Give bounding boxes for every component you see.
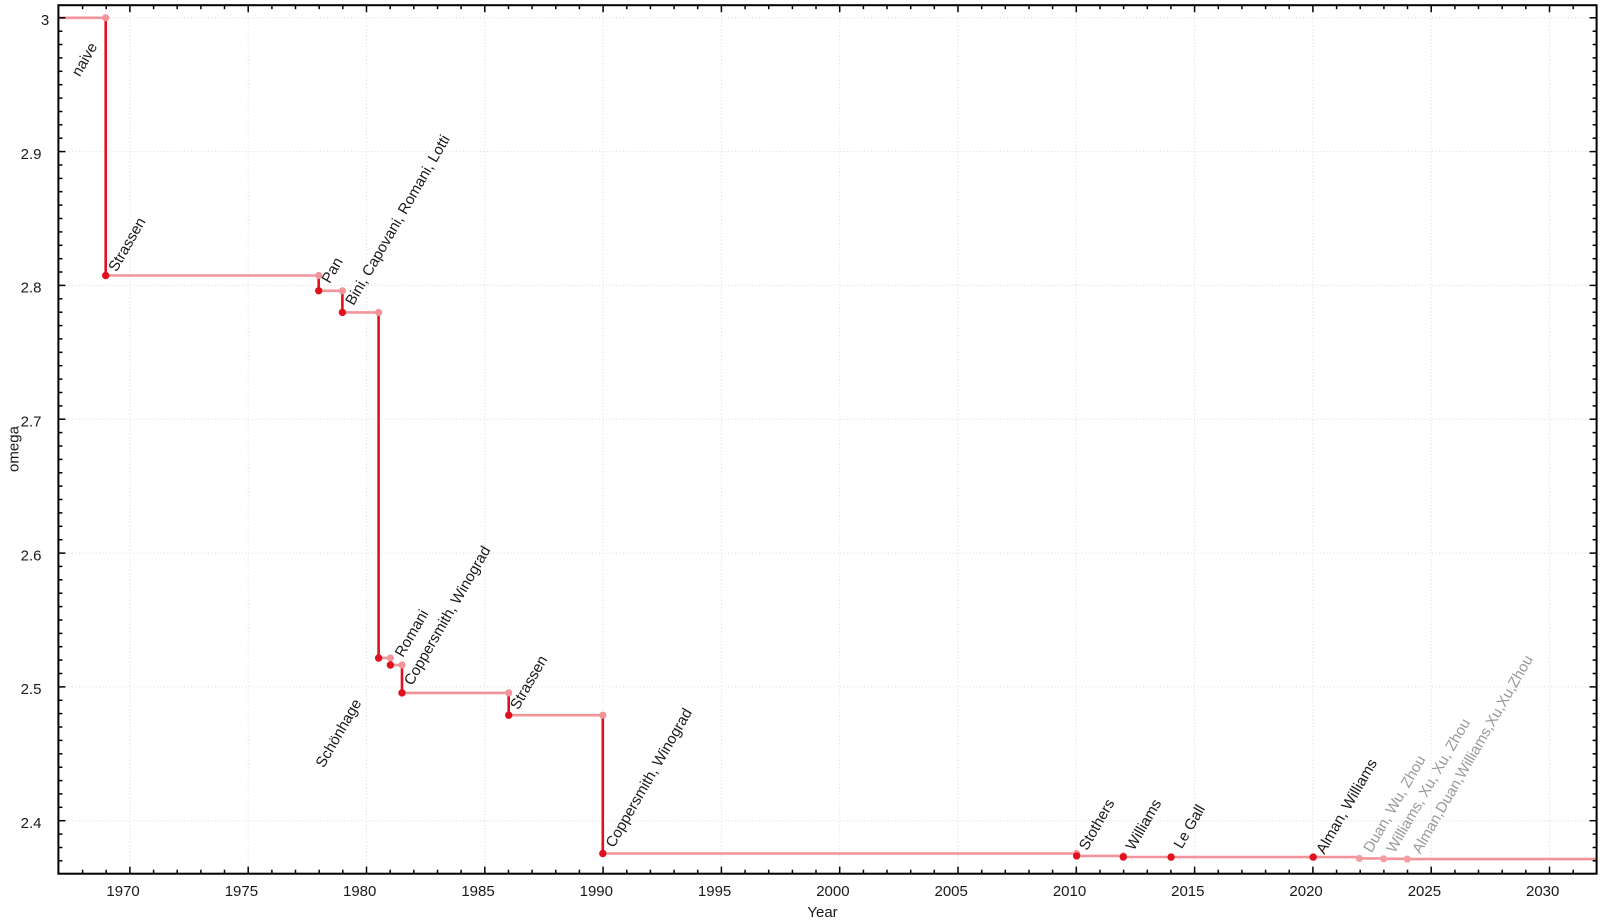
- svg-text:2025: 2025: [1408, 883, 1441, 900]
- svg-text:Schönhage: Schönhage: [313, 696, 366, 770]
- svg-text:Stothers: Stothers: [1076, 796, 1119, 853]
- svg-text:2.4: 2.4: [21, 815, 42, 832]
- svg-text:2.7: 2.7: [21, 414, 42, 431]
- svg-text:2.8: 2.8: [21, 280, 42, 297]
- svg-text:2000: 2000: [816, 883, 849, 900]
- svg-text:1975: 1975: [225, 883, 258, 900]
- svg-text:Alman,Duan,Williams,Xu,Xu,Zhou: Alman,Duan,Williams,Xu,Xu,Zhou: [1409, 652, 1537, 856]
- svg-text:Year: Year: [807, 904, 837, 920]
- svg-text:1995: 1995: [698, 883, 731, 900]
- svg-text:2005: 2005: [935, 883, 968, 900]
- svg-text:Bini, Capovani, Romani, Lotti: Bini, Capovani, Romani, Lotti: [342, 132, 453, 308]
- svg-text:Le Gall: Le Gall: [1170, 802, 1208, 852]
- svg-text:1970: 1970: [106, 883, 139, 900]
- svg-text:2030: 2030: [1526, 883, 1559, 900]
- svg-text:1980: 1980: [343, 883, 376, 900]
- svg-text:Coppersmith, Winograd: Coppersmith, Winograd: [602, 706, 696, 851]
- svg-text:2.5: 2.5: [21, 681, 42, 698]
- svg-text:2.9: 2.9: [21, 146, 42, 163]
- svg-text:omega: omega: [6, 425, 23, 472]
- svg-text:Williams: Williams: [1123, 796, 1166, 853]
- svg-text:1985: 1985: [461, 883, 494, 900]
- svg-text:3: 3: [41, 12, 49, 29]
- svg-text:Pan: Pan: [319, 255, 347, 287]
- svg-text:naive: naive: [69, 40, 102, 80]
- svg-text:2010: 2010: [1053, 883, 1086, 900]
- svg-text:1990: 1990: [580, 883, 613, 900]
- svg-text:Strassen: Strassen: [507, 653, 551, 713]
- svg-text:2020: 2020: [1289, 883, 1322, 900]
- svg-text:Strassen: Strassen: [105, 215, 149, 275]
- svg-text:2.6: 2.6: [21, 547, 42, 564]
- svg-text:2015: 2015: [1171, 883, 1204, 900]
